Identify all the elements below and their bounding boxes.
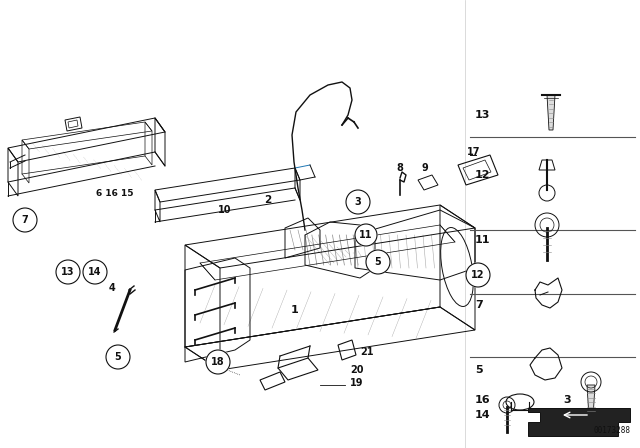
Circle shape (83, 260, 107, 284)
Text: 9: 9 (422, 163, 428, 173)
Text: 8: 8 (397, 163, 403, 173)
Text: 12: 12 (475, 170, 490, 180)
Text: 12: 12 (471, 270, 484, 280)
Text: 7: 7 (22, 215, 28, 225)
Text: 1: 1 (291, 305, 299, 315)
Polygon shape (547, 95, 555, 130)
Text: 5: 5 (374, 257, 381, 267)
Text: 6 16 15: 6 16 15 (96, 189, 134, 198)
Circle shape (13, 208, 37, 232)
Text: 3: 3 (355, 197, 362, 207)
Circle shape (466, 263, 490, 287)
Text: 2: 2 (264, 195, 271, 205)
Text: 4: 4 (109, 283, 115, 293)
Text: 5: 5 (115, 352, 122, 362)
Text: 13: 13 (61, 267, 75, 277)
Circle shape (346, 190, 370, 214)
Text: 14: 14 (475, 410, 491, 420)
Polygon shape (587, 385, 595, 418)
Text: 11: 11 (359, 230, 372, 240)
Text: 19: 19 (350, 378, 364, 388)
Circle shape (106, 345, 130, 369)
Text: 7: 7 (475, 300, 483, 310)
Text: 13: 13 (475, 110, 490, 120)
Text: 10: 10 (218, 205, 232, 215)
Text: 14: 14 (88, 267, 102, 277)
Text: 3: 3 (563, 395, 571, 405)
Text: 11: 11 (475, 235, 490, 245)
Circle shape (56, 260, 80, 284)
Polygon shape (528, 408, 630, 436)
Text: 21: 21 (360, 347, 374, 357)
Text: 17: 17 (467, 147, 481, 157)
Text: 5: 5 (475, 365, 483, 375)
Text: 00173288: 00173288 (593, 426, 630, 435)
Text: 16: 16 (475, 395, 491, 405)
Text: 20: 20 (350, 365, 364, 375)
Circle shape (366, 250, 390, 274)
Text: 18: 18 (211, 357, 225, 367)
Circle shape (355, 224, 377, 246)
Circle shape (206, 350, 230, 374)
